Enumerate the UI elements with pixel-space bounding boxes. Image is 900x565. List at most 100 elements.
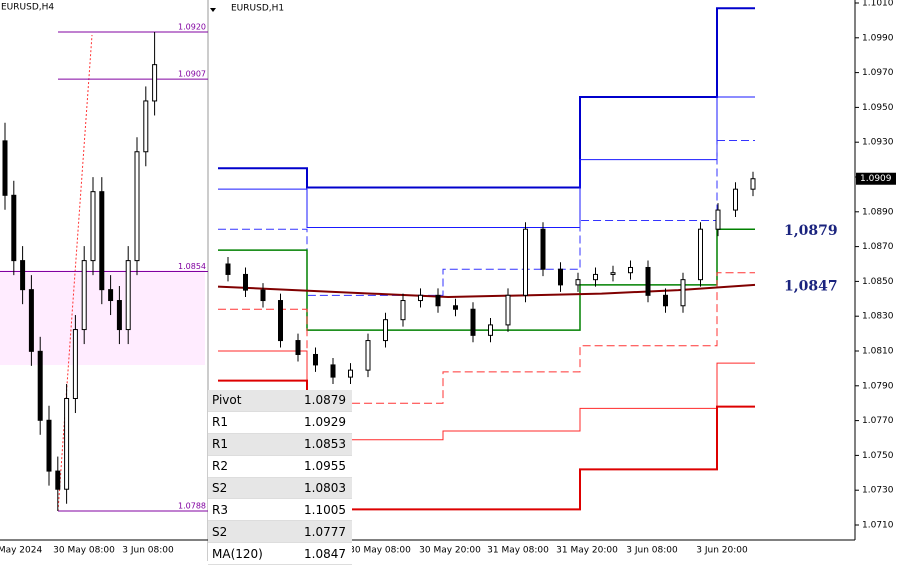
candle-body [108, 289, 114, 302]
candle-body [64, 398, 70, 490]
candle-body [575, 279, 581, 286]
y-tick-label: 1.0850 [862, 277, 894, 287]
candle-body [72, 329, 78, 400]
table-row: Pivot 1.0879 [208, 390, 352, 412]
symbol-menu[interactable] [210, 8, 216, 12]
level-value: 1.0955 [284, 455, 352, 478]
candle-body [365, 340, 371, 371]
right-symbol: EURUSD,H1 [231, 4, 284, 14]
candle-body [383, 319, 388, 342]
candle-body [55, 470, 61, 490]
level-annotation: 1,0879 [784, 223, 838, 239]
candle-body [278, 300, 283, 342]
table-row: S2 1.0803 [208, 477, 352, 500]
candle-body [733, 188, 738, 211]
candle-body [593, 273, 598, 281]
y-tick-label: 1.0710 [862, 521, 894, 531]
level-name: R1 [208, 411, 285, 434]
candle-body [295, 340, 301, 355]
candle-body [453, 305, 458, 310]
table-row: S2 1.0777 [208, 520, 352, 544]
left-symbol: EURUSD,H4 [1, 3, 54, 13]
table-row: R2 1.0955 [208, 455, 352, 478]
candle-body [628, 266, 633, 274]
x-tick-label: 30 May 20:00 [419, 546, 481, 556]
table-row: R1 1.0929 [208, 411, 352, 434]
y-tick-label: 1.0890 [862, 207, 894, 217]
levels-table: Pivot 1.0879 R1 1.0929 R1 1.0853 R2 1.0955 S2 1.0… [208, 390, 352, 565]
candle-body [90, 191, 96, 262]
candle-body [488, 324, 493, 336]
price-tag [856, 172, 896, 185]
candle-body [46, 419, 52, 472]
level-name: MA(120) [208, 542, 285, 565]
candle-body [134, 151, 140, 262]
y-tick-label: 1.0970 [862, 68, 894, 78]
candle-body [750, 178, 756, 190]
y-tick-label: 1.0930 [862, 138, 894, 148]
candle-body [680, 279, 686, 307]
candle-body [28, 289, 34, 352]
candle-body [37, 350, 43, 421]
candle-body [11, 194, 17, 262]
x-tick-label: 3 Jun 08:00 [626, 546, 678, 556]
fib-level-label: 1.0920 [178, 23, 206, 32]
y-tick-label: 1.0730 [862, 486, 894, 496]
candle-body [313, 353, 318, 366]
candle-body [225, 263, 231, 275]
table-row: MA(120) 1.0847 [208, 542, 352, 565]
candle-body [505, 294, 511, 326]
candle-body [663, 294, 668, 307]
candle-body [330, 364, 336, 378]
x-tick-label: 30 May 08:00 [349, 546, 411, 556]
level-name: Pivot [208, 390, 285, 412]
level-value: 1.1005 [284, 498, 352, 522]
x-tick-label: 30 May 08:00 [53, 546, 115, 556]
candle-body [152, 64, 158, 102]
candle-body [260, 289, 266, 302]
level-value: 1.0847 [284, 542, 352, 565]
candle-body [558, 268, 563, 286]
y-tick-label: 1.0810 [862, 347, 894, 357]
level-name: R1 [208, 433, 285, 456]
candle-body [540, 228, 546, 270]
candle-body [125, 260, 131, 331]
candle-body [143, 100, 149, 153]
y-tick-label: 1.0950 [862, 103, 894, 113]
table-row: R3 1.1005 [208, 498, 352, 522]
candle-body [81, 260, 87, 331]
candle-body [348, 369, 353, 378]
y-tick-label: 1.1010 [862, 0, 894, 9]
table-row: R1 1.0853 [208, 433, 352, 456]
x-tick-label: 3 Jun 20:00 [696, 546, 748, 556]
candle-body [645, 266, 651, 296]
fib-trend [57, 34, 93, 512]
candle-body [698, 228, 703, 281]
x-tick-label: 31 May 20:00 [556, 546, 618, 556]
candle-body [715, 209, 721, 230]
candle-body [400, 300, 406, 321]
level-annotation: 1,0847 [784, 279, 838, 295]
y-tick-label: 1.0770 [862, 416, 894, 426]
level-value: 1.0929 [284, 411, 352, 434]
candle-body [99, 191, 105, 291]
level-name: S2 [208, 477, 285, 500]
candle-body [610, 272, 616, 275]
level-name: R3 [208, 498, 285, 522]
level-value: 1.0777 [284, 520, 352, 544]
fib-level-label: 1.0854 [178, 262, 206, 271]
candle-body [243, 273, 248, 291]
candle-body [435, 294, 441, 307]
x-tick-label: May 2024 [0, 546, 42, 556]
level-value: 1.0879 [284, 390, 352, 412]
price-tag-label: 1.0909 [860, 174, 892, 184]
x-tick-label: 3 Jun 08:00 [122, 546, 174, 556]
y-tick-label: 1.0790 [862, 381, 894, 391]
y-tick-label: 1.0990 [862, 33, 894, 43]
pivot-level [218, 228, 755, 331]
candle-body [523, 228, 528, 296]
fib-level-label: 1.0907 [178, 70, 206, 79]
